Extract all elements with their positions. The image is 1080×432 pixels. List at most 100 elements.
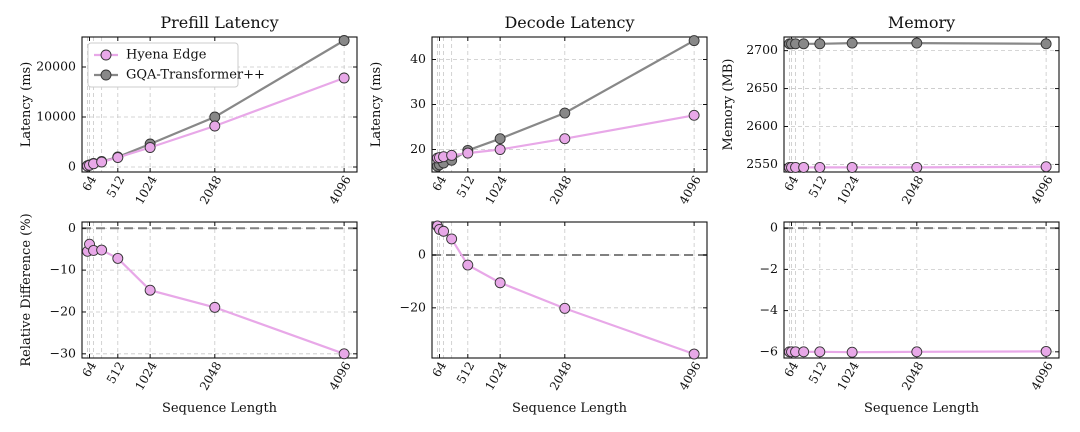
legend-swatch-marker (100, 69, 112, 81)
data-point (338, 72, 350, 84)
x-tick-label: 512 (806, 173, 830, 200)
data-point (96, 156, 108, 168)
y-tick-label: 2550 (746, 156, 778, 171)
data-point (112, 252, 124, 264)
y-tick-label: −2 (760, 261, 778, 276)
data-point (209, 111, 221, 123)
y-axis-label: Latency (ms) (19, 62, 34, 148)
axes-frame (783, 221, 1060, 359)
x-tick-label: 4096 (676, 359, 703, 392)
data-point (494, 277, 506, 289)
y-tick-label: −20 (50, 303, 76, 318)
y-tick-label: 40 (410, 51, 426, 66)
chart-panel-4: 64 512 1024 2048 4096 0 −10 −20 −30 Sequence Leng… (19, 213, 358, 416)
x-tick-label: 1024 (482, 173, 510, 207)
data-point (438, 225, 450, 237)
chart-panel-6: 64 512 1024 2048 4096 0 −2 −4 −6 Sequence Length (760, 220, 1060, 416)
legend-box (87, 42, 239, 88)
chart-title: Memory (888, 13, 955, 32)
x-axis-label: Sequence Length (162, 401, 278, 416)
chart-title: Prefill Latency (160, 13, 278, 32)
x-tick-label: 64 (79, 359, 99, 380)
x-tick-label: 4096 (1028, 173, 1055, 206)
data-point (798, 346, 810, 358)
data-point (911, 37, 923, 49)
y-tick-label: 0 (68, 220, 76, 235)
axes-frame (81, 221, 358, 359)
legend-entry-label: Hyena Edge (126, 48, 207, 63)
data-point (462, 147, 474, 159)
x-tick-label: 64 (429, 173, 449, 194)
y-axis-label: Latency (ms) (369, 62, 384, 148)
y-tick-label: 30 (410, 96, 426, 111)
chart-panel-2: 64 512 1024 2048 4096 20 30 40 Decode Latency Lat… (369, 13, 708, 207)
x-tick-label: 2048 (197, 173, 224, 206)
x-tick-label: 1024 (834, 359, 862, 393)
data-point (559, 302, 571, 314)
x-tick-label: 1024 (482, 359, 510, 393)
x-tick-label: 1024 (834, 173, 862, 207)
y-tick-label: 0 (68, 159, 76, 174)
data-point (144, 284, 156, 296)
x-axis-label: Sequence Length (864, 401, 980, 416)
axes-frame (81, 36, 358, 173)
data-point (338, 35, 350, 46)
chart-title: Decode Latency (504, 13, 634, 32)
x-tick-label: 64 (781, 359, 801, 380)
y-tick-label: −4 (760, 302, 778, 317)
data-point (144, 142, 156, 153)
data-point (446, 149, 458, 161)
x-tick-label: 64 (781, 173, 801, 194)
data-point (846, 37, 858, 49)
x-tick-label: 1024 (132, 359, 160, 393)
data-point (814, 346, 826, 358)
data-point (688, 35, 700, 47)
data-point (462, 259, 474, 271)
x-tick-label: 512 (104, 359, 128, 386)
data-point (911, 346, 923, 358)
data-point (798, 38, 810, 50)
x-tick-label: 2048 (899, 359, 926, 392)
x-tick-label: 2048 (547, 173, 574, 206)
y-tick-label: 20000 (36, 59, 76, 74)
x-axis-label: Sequence Length (512, 401, 628, 416)
series-line (86, 241, 345, 355)
data-point (559, 107, 571, 119)
y-tick-label: 2700 (746, 42, 778, 57)
x-tick-label: 512 (454, 359, 478, 386)
data-point (559, 133, 571, 145)
data-point (494, 144, 506, 155)
y-tick-label: 10000 (36, 109, 76, 124)
chart-panel-5: 64 512 1024 2048 4096 0 −20 Sequence Length (400, 220, 708, 416)
x-tick-label: 4096 (326, 359, 353, 392)
x-tick-label: 512 (454, 173, 478, 200)
data-point (1040, 38, 1052, 50)
data-point (814, 161, 826, 173)
y-tick-label: −10 (50, 262, 76, 277)
y-tick-label: −30 (50, 345, 76, 360)
y-tick-label: 0 (418, 247, 426, 262)
x-tick-label: 512 (104, 173, 128, 200)
x-tick-label: 4096 (1028, 359, 1055, 392)
x-tick-label: 512 (806, 359, 830, 386)
data-point (209, 301, 221, 313)
x-tick-label: 2048 (547, 359, 574, 392)
x-tick-label: 64 (429, 359, 449, 380)
legend-swatch-marker (100, 49, 112, 61)
legend-entry-label: GQA-Transformer++ (126, 68, 265, 83)
y-tick-label: −6 (760, 343, 778, 358)
data-point (1040, 161, 1052, 173)
y-tick-label: 0 (770, 220, 778, 235)
data-point (798, 161, 810, 173)
data-point (688, 348, 700, 360)
series-line (436, 225, 695, 356)
data-point (96, 244, 108, 256)
y-tick-label: 2600 (746, 118, 778, 133)
y-tick-label: 20 (410, 141, 426, 156)
y-tick-label: 2650 (746, 80, 778, 95)
chart-panel-1: 64 512 1024 2048 4096 0 10000 20000 Prefill Late… (19, 13, 358, 207)
data-point (209, 120, 221, 132)
data-point (446, 233, 458, 245)
chart-panel-3: 64 512 1024 2048 4096 2550 2600 2650 2700 Memory M… (721, 13, 1060, 207)
